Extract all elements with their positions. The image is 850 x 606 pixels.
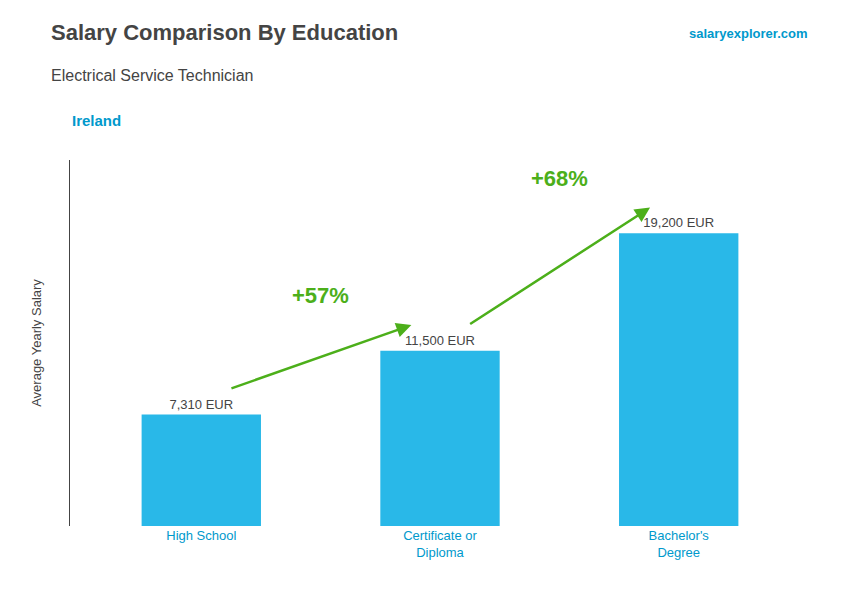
svg-text:19,200 EUR: 19,200 EUR bbox=[643, 215, 714, 230]
svg-text:7,310 EUR: 7,310 EUR bbox=[169, 397, 233, 412]
svg-text:11,500 EUR: 11,500 EUR bbox=[405, 333, 475, 348]
svg-text:Average Yearly Salary: Average Yearly Salary bbox=[29, 279, 44, 407]
svg-text:Certificate orDiploma: Certificate orDiploma bbox=[403, 528, 477, 560]
svg-text:salaryexplorer.com: salaryexplorer.com bbox=[689, 26, 808, 41]
svg-text:+57%: +57% bbox=[292, 283, 349, 308]
svg-text:High School: High School bbox=[166, 528, 236, 543]
svg-text:Ireland: Ireland bbox=[72, 112, 121, 129]
svg-text:+68%: +68% bbox=[531, 166, 588, 191]
svg-text:Bachelor'sDegree: Bachelor'sDegree bbox=[649, 528, 710, 560]
svg-text:Electrical Service Technician: Electrical Service Technician bbox=[51, 67, 253, 84]
svg-text:Salary Comparison By Education: Salary Comparison By Education bbox=[51, 20, 398, 45]
